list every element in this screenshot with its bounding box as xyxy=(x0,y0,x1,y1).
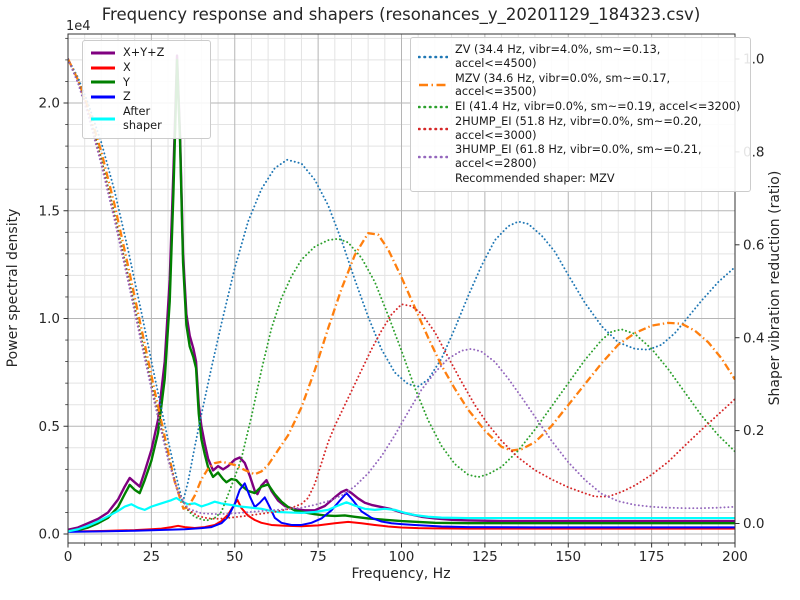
legend-line-swatch xyxy=(419,84,447,87)
legend-line-swatch xyxy=(91,66,115,70)
legend-label: MZV (34.6 Hz, vibr=0.0%, sm~=0.17, accel… xyxy=(455,71,671,99)
legend-psd: X+Y+Z X Y Z After shaper xyxy=(82,40,211,139)
y-axis-offset-label: 1e4 xyxy=(66,19,91,34)
x-tick-label: 175 xyxy=(639,549,665,565)
axis-layer: 0 25 50 75 100 125 150 175 200 0.0 0.5 1.0 1.5 2.0 0.0… xyxy=(39,33,764,565)
legend-line-swatch xyxy=(418,155,448,159)
legend-label: ZV (34.4 Hz, vibr=4.0%, sm~=0.13, accel<… xyxy=(455,43,661,70)
legend-shapers: ZV (34.4 Hz, vibr=4.0%, sm~=0.13, accel<… xyxy=(410,37,751,192)
legend-item: Y xyxy=(90,76,202,90)
legend-item: 3HUMP_EI (61.8 Hz, vibr=0.0%, sm~=0.21, … xyxy=(418,143,742,171)
legend-label: X+Y+Z xyxy=(123,46,165,59)
legend-item: EI (41.4 Hz, vibr=0.0%, sm~=0.19, accel<… xyxy=(418,100,742,114)
legend-item: After shaper xyxy=(90,105,202,133)
legend-label: Y xyxy=(123,75,130,89)
legend-label: 3HUMP_EI (61.8 Hz, vibr=0.0%, sm~=0.21, … xyxy=(455,143,702,171)
y-right-tick-label: 0.4 xyxy=(743,330,764,346)
curve-layer xyxy=(68,54,735,533)
y-left-tick-label: 1.5 xyxy=(39,203,60,219)
legend-item: Z xyxy=(90,90,202,104)
curve-shaper-ei xyxy=(68,58,735,522)
legend-item: X+Y+Z xyxy=(90,46,202,60)
legend-label: X xyxy=(123,60,131,74)
x-tick-label: 150 xyxy=(555,549,581,565)
curve-psd-y xyxy=(68,58,735,533)
legend-line-swatch xyxy=(418,105,448,109)
legend-recommended-shaper: Recommended shaper: MZV xyxy=(455,172,742,186)
curve-psd-after-shaper xyxy=(68,496,735,533)
curve-psd-z xyxy=(68,482,735,533)
x-tick-label: 75 xyxy=(310,549,327,565)
y-left-tick-label: 1.0 xyxy=(39,311,60,327)
x-axis-label: Frequency, Hz xyxy=(351,566,450,582)
y-left-axis-label: Power spectral density xyxy=(5,209,21,368)
legend-label: After shaper xyxy=(123,105,162,132)
curve-shaper-2hump-ei xyxy=(68,58,735,520)
legend-line-swatch xyxy=(91,95,115,99)
x-tick-label: 100 xyxy=(389,549,415,565)
legend-item: X xyxy=(90,61,202,75)
x-tick-label: 125 xyxy=(472,549,498,565)
chart-title: Frequency response and shapers (resonanc… xyxy=(102,5,701,25)
legend-line-swatch xyxy=(418,55,448,59)
legend-item: 2HUMP_EI (51.8 Hz, vibr=0.0%, sm~=0.20, … xyxy=(418,115,742,143)
curve-shaper-zv xyxy=(68,58,735,504)
legend-label: Z xyxy=(123,90,131,104)
y-left-tick-label: 0.0 xyxy=(39,527,60,543)
x-tick-label: 0 xyxy=(64,549,73,565)
y-left-tick-label: 0.5 xyxy=(39,419,60,435)
legend-item: MZV (34.6 Hz, vibr=0.0%, sm~=0.17, accel… xyxy=(418,72,742,100)
x-tick-label: 25 xyxy=(143,549,160,565)
legend-line-swatch xyxy=(91,51,115,55)
x-tick-label: 50 xyxy=(226,549,243,565)
legend-line-swatch xyxy=(91,80,115,84)
x-tick-label: 200 xyxy=(722,549,748,565)
legend-label: 2HUMP_EI (51.8 Hz, vibr=0.0%, sm~=0.20, … xyxy=(455,114,702,142)
y-right-tick-label: 0.6 xyxy=(743,237,764,253)
y-right-axis-label: Shaper vibration reduction (ratio) xyxy=(767,171,783,406)
legend-item: ZV (34.4 Hz, vibr=4.0%, sm~=0.13, accel<… xyxy=(418,43,742,71)
curve-shaper-mzv xyxy=(68,58,735,510)
y-right-tick-label: 0.2 xyxy=(743,423,764,439)
legend-line-swatch xyxy=(418,127,448,130)
curve-psd-x xyxy=(68,498,735,533)
legend-label: EI (41.4 Hz, vibr=0.0%, sm~=0.19, accel<… xyxy=(455,100,741,114)
y-left-tick-label: 2.0 xyxy=(39,96,60,112)
y-right-tick-label: 0.0 xyxy=(743,516,764,532)
legend-line-swatch xyxy=(91,117,115,121)
legend-footer-label: Recommended shaper: MZV xyxy=(455,172,615,186)
